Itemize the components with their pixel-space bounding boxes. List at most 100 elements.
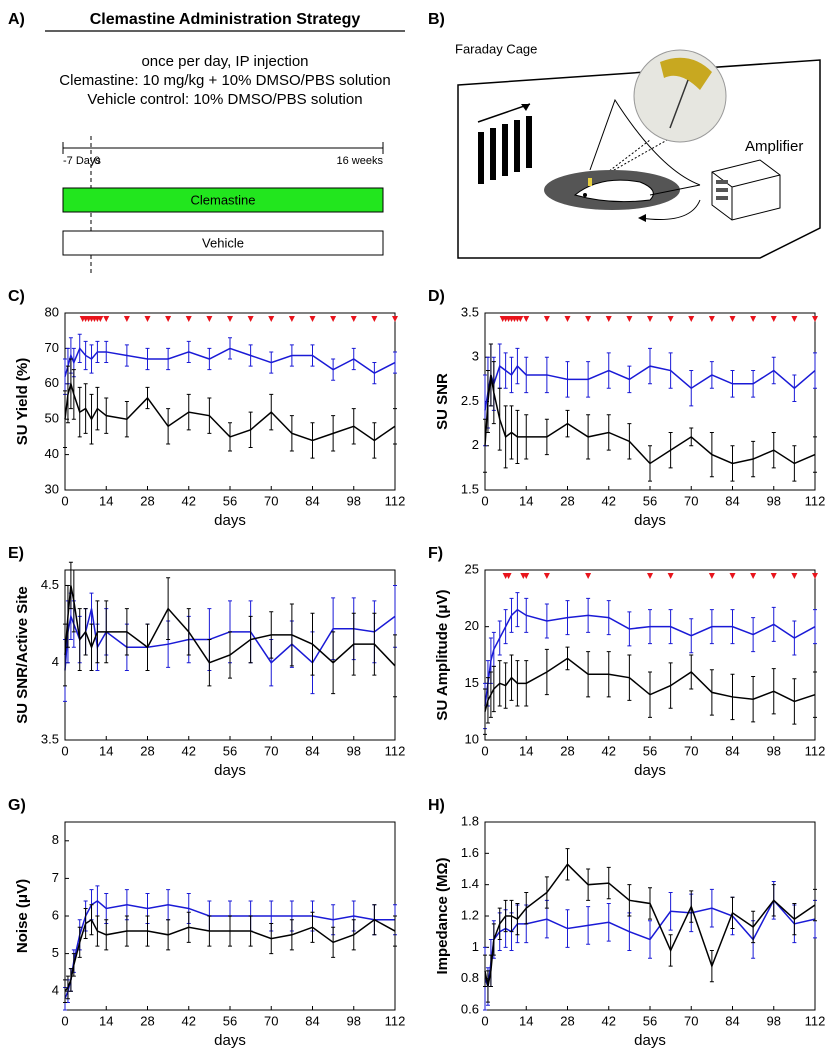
x-axis-label: days — [214, 512, 246, 529]
error-bar — [483, 688, 487, 735]
error-bar — [730, 673, 735, 721]
panel-label: E) — [8, 545, 24, 562]
error-bar — [89, 623, 94, 671]
x-axis-label: days — [214, 1032, 246, 1049]
significance-marker — [812, 316, 818, 322]
error-bar — [509, 899, 514, 933]
y-axis-label: SU Amplitude (μV) — [434, 589, 451, 720]
error-bar — [689, 618, 694, 654]
faraday-cage — [457, 59, 821, 259]
x-tick-label: 70 — [264, 743, 278, 758]
error-bar — [89, 344, 94, 374]
significance-marker — [247, 316, 254, 322]
error-bar — [627, 884, 632, 917]
x-tick-label: 70 — [684, 1013, 698, 1028]
error-bar — [207, 397, 212, 434]
error-bar — [248, 915, 253, 947]
error-bar — [509, 356, 514, 394]
error-bar — [730, 370, 735, 398]
significance-marker — [647, 573, 653, 579]
error-bar — [77, 333, 82, 364]
y-tick-label: 20 — [465, 618, 479, 633]
significance-marker — [791, 316, 798, 322]
significance-marker — [543, 573, 550, 579]
x-tick-label: 0 — [61, 743, 68, 758]
error-bar — [485, 677, 490, 724]
x-tick-label: 98 — [347, 493, 361, 508]
error-bar — [483, 418, 487, 473]
y-tick-label: 2 — [472, 437, 479, 452]
error-bar — [503, 899, 508, 933]
error-bar — [145, 623, 150, 671]
x-tick-label: 112 — [385, 1013, 406, 1028]
error-bar — [186, 608, 191, 656]
y-tick-label: 3 — [472, 349, 479, 364]
error-bar — [372, 362, 377, 385]
error-bar — [509, 405, 514, 460]
electrode-hub — [660, 57, 712, 90]
amplifier-edge — [711, 171, 781, 220]
y-tick-label: 15 — [465, 675, 479, 690]
error-bar — [709, 609, 714, 645]
error-bar — [248, 411, 253, 449]
x-tick-label: 28 — [140, 743, 154, 758]
y-tick-label: 2.5 — [461, 393, 479, 408]
error-bar — [166, 347, 171, 371]
error-bar — [95, 340, 100, 364]
error-bar — [186, 911, 191, 943]
y-tick-label: 70 — [45, 340, 59, 355]
y-tick-label: 30 — [45, 481, 59, 496]
error-bar — [751, 617, 756, 653]
error-bar — [586, 597, 591, 633]
significance-marker — [330, 316, 337, 322]
screen-arc — [589, 98, 701, 186]
error-bar — [269, 923, 274, 955]
error-bar — [668, 892, 673, 931]
error-bar — [668, 662, 673, 709]
error-bar — [509, 597, 514, 633]
error-bar — [544, 356, 549, 394]
error-bar — [71, 953, 76, 977]
error-bar — [207, 639, 212, 687]
error-bar — [689, 370, 694, 407]
error-bar — [606, 902, 611, 942]
significance-marker — [667, 316, 674, 322]
error-bar — [515, 902, 520, 936]
x-tick-label: 0 — [481, 1013, 488, 1028]
panel-label: G) — [8, 797, 26, 814]
error-bar — [813, 888, 817, 922]
error-bar — [269, 611, 274, 659]
x-tick-label: 0 — [481, 743, 488, 758]
significance-marker — [371, 316, 378, 322]
y-tick-label: 10 — [465, 731, 479, 746]
panel-label: A) — [8, 11, 25, 28]
error-bar — [771, 668, 776, 715]
protocol-line: Vehicle control: 10% DMSO/PBS solution — [87, 91, 362, 108]
x-tick-label: 56 — [643, 1013, 657, 1028]
y-axis-label: SU SNR/Active Site — [14, 586, 31, 724]
x-tick-label: 28 — [140, 1013, 154, 1028]
error-bar — [792, 678, 797, 725]
error-bar — [248, 344, 253, 367]
significance-marker — [729, 573, 736, 579]
y-tick-label: 8 — [52, 832, 59, 847]
significance-marker — [268, 316, 275, 322]
error-bar — [124, 401, 129, 438]
error-bar — [393, 351, 397, 374]
y-tick-label: 4.5 — [41, 577, 59, 592]
error-bar — [124, 915, 129, 947]
error-bar — [145, 347, 150, 371]
error-bar — [648, 887, 652, 920]
protocol-line: once per day, IP injection — [141, 53, 308, 70]
error-bar — [228, 422, 232, 452]
error-bar — [83, 907, 88, 940]
significance-marker — [206, 316, 213, 322]
error-bar — [393, 408, 397, 445]
y-axis-label: SU SNR — [434, 373, 451, 430]
x-tick-label: 98 — [347, 1013, 361, 1028]
error-bar — [77, 608, 82, 671]
error-bar — [228, 631, 232, 679]
cage-label: Faraday Cage — [455, 41, 537, 56]
error-bar — [166, 919, 171, 951]
